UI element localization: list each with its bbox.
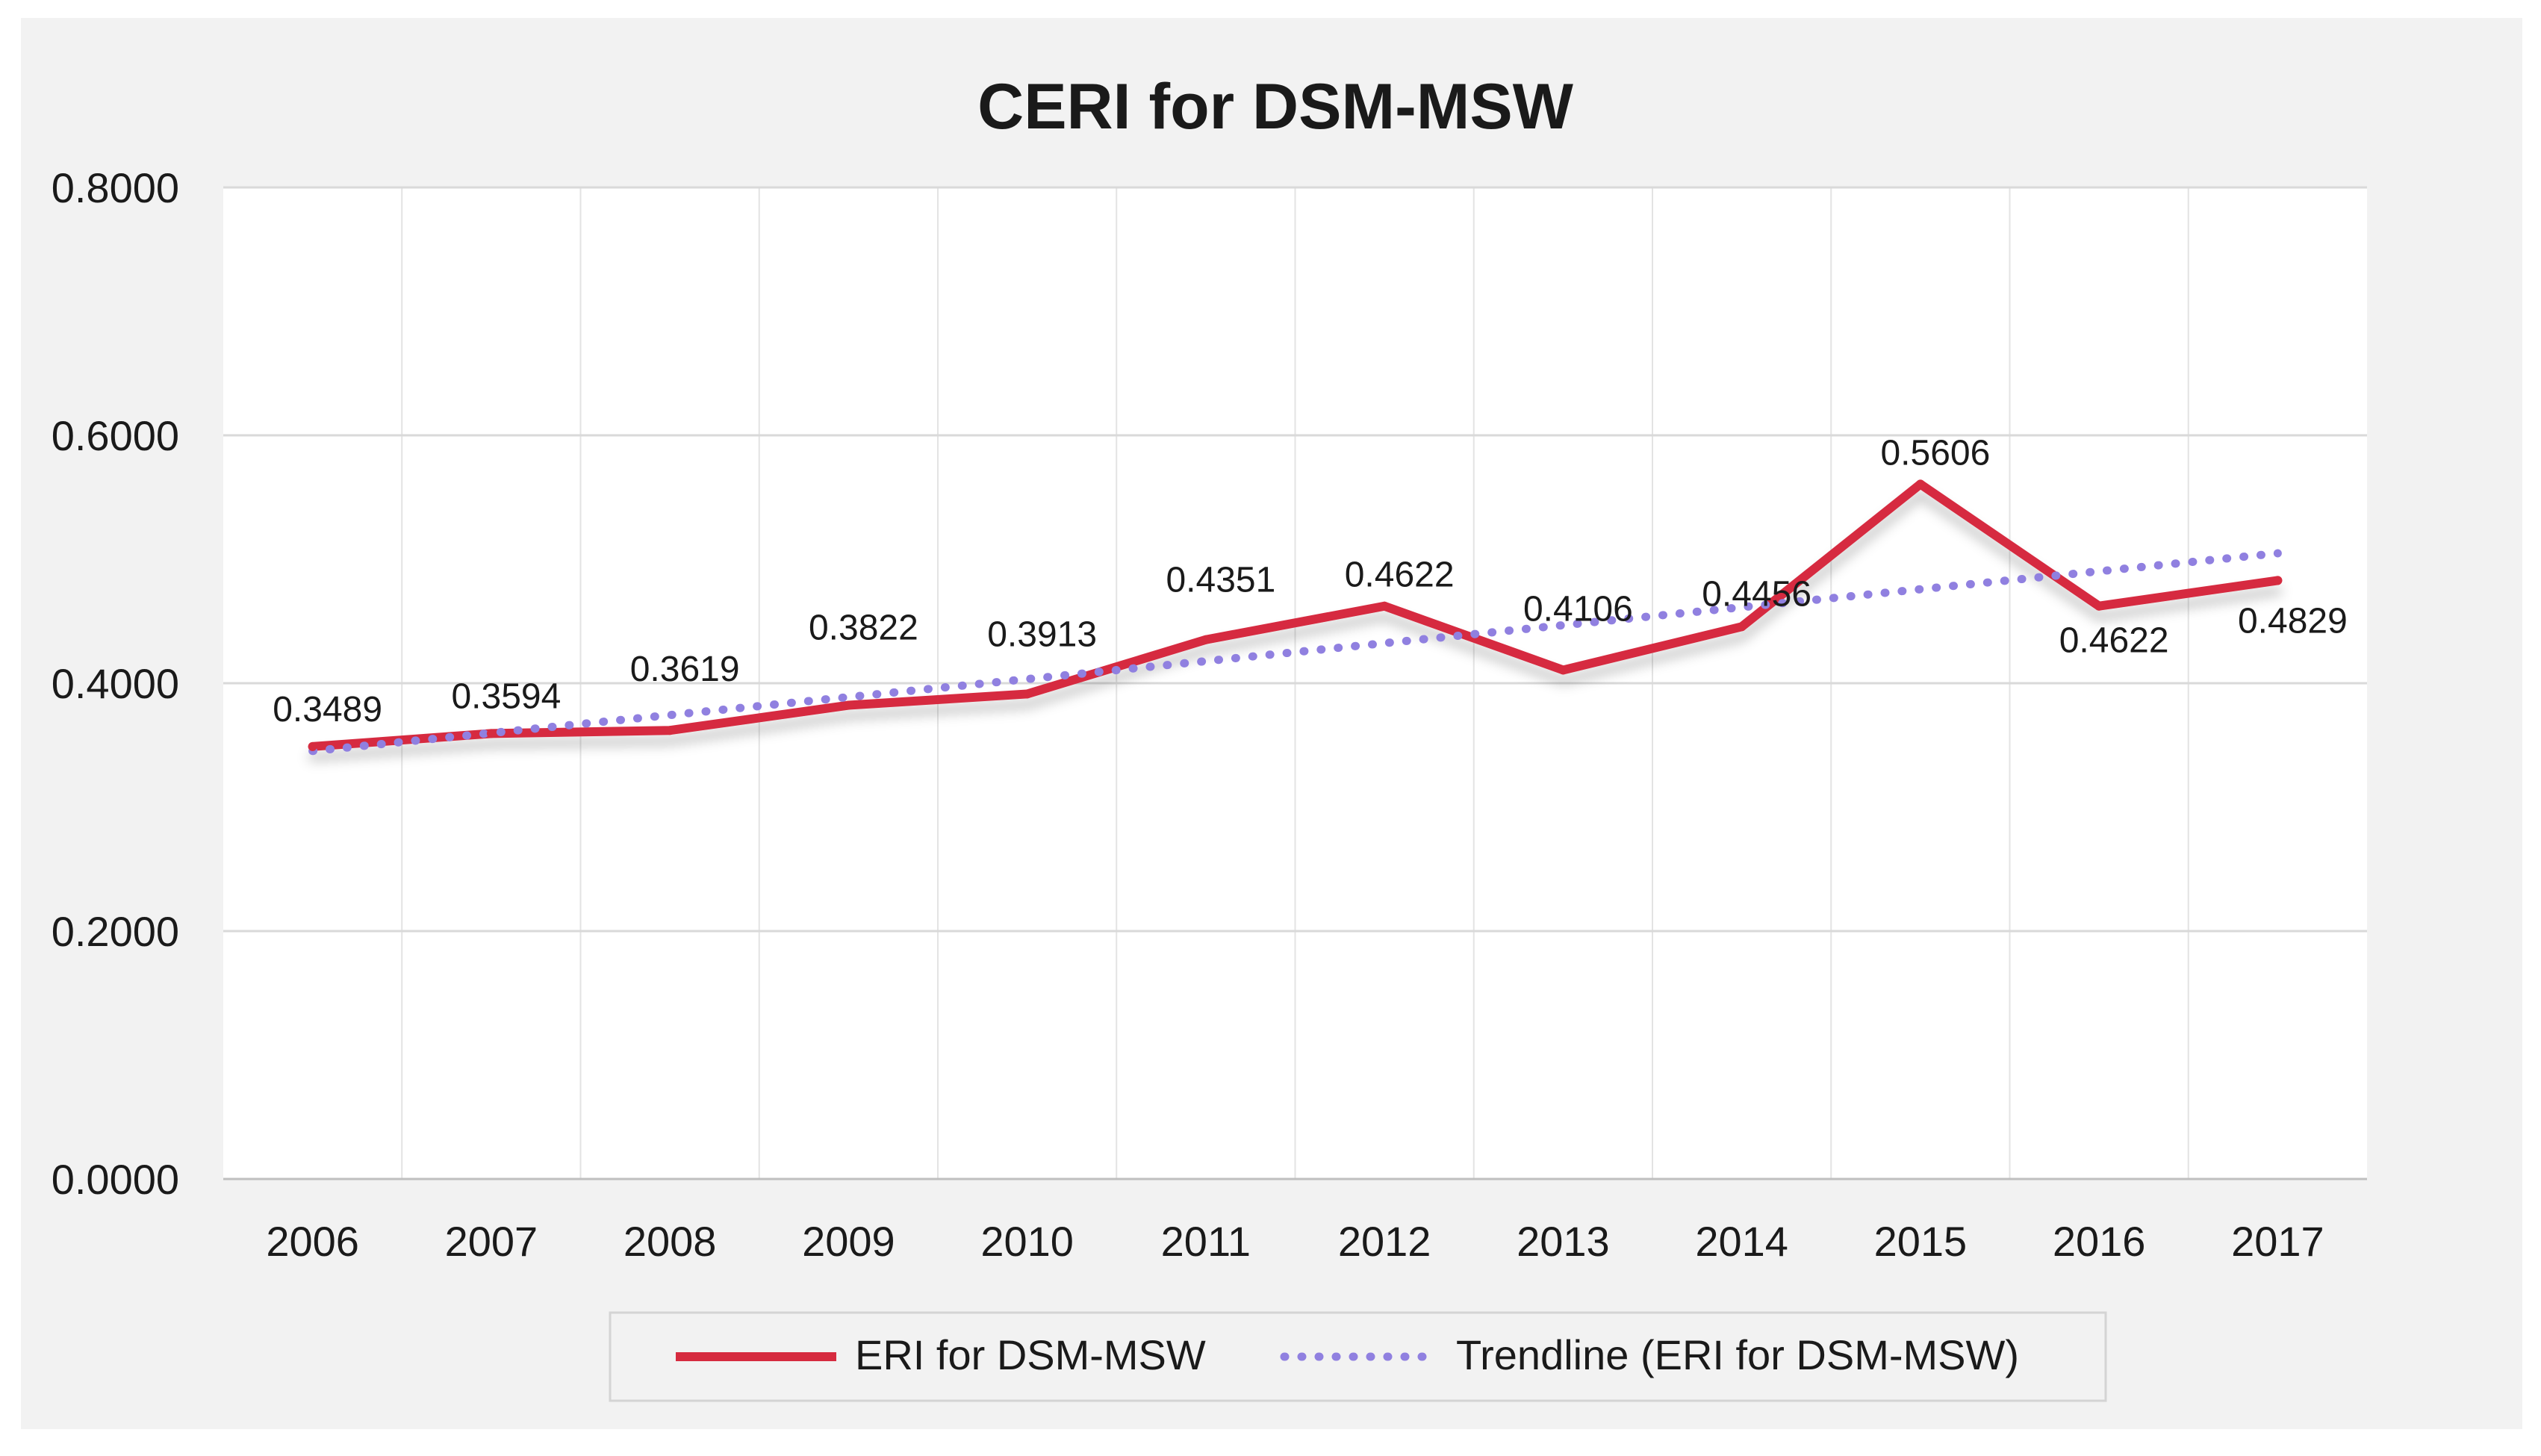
- data-label: 0.4622: [2059, 621, 2169, 661]
- x-tick-label: 2010: [980, 1218, 1074, 1265]
- x-tick-label: 2016: [2053, 1218, 2146, 1265]
- data-point-eri: [665, 726, 675, 735]
- x-tick-label: 2009: [802, 1218, 895, 1265]
- data-label: 0.3913: [987, 615, 1097, 654]
- chart-title: CERI for DSM-MSW: [977, 71, 1574, 143]
- x-tick-label: 2007: [445, 1218, 538, 1265]
- data-point-eri: [308, 741, 317, 751]
- x-tick-label: 2008: [623, 1218, 717, 1265]
- y-tick-label: 0.8000: [52, 164, 179, 211]
- data-point-eri: [1022, 689, 1032, 699]
- legend: ERI for DSM-MSW Trendline (ERI for DSM-M…: [609, 1311, 2107, 1402]
- y-tick-label: 0.6000: [52, 412, 179, 459]
- y-tick-label: 0.4000: [52, 660, 179, 707]
- x-tick-label: 2017: [2231, 1218, 2324, 1265]
- data-label: 0.3822: [809, 609, 918, 648]
- data-label: 0.3489: [273, 690, 382, 729]
- data-point-eri: [1737, 622, 1747, 632]
- x-tick-label: 2011: [1161, 1218, 1251, 1265]
- series-line-eri: [308, 479, 2283, 751]
- data-point-eri: [1380, 601, 1390, 611]
- y-tick-label: 0.0000: [52, 1156, 179, 1203]
- series-layer: [308, 479, 2283, 756]
- data-label: 0.4829: [2238, 601, 2348, 641]
- gridlines: [223, 186, 2367, 1180]
- data-point-eri: [844, 700, 853, 710]
- data-label: 0.3594: [451, 676, 561, 716]
- data-label: 0.4351: [1166, 561, 1275, 600]
- data-labels: 0.3489 0.3594 0.3619 0.3822 0.3913 0.4351 0.46…: [273, 433, 2348, 729]
- data-point-eri: [1201, 635, 1210, 644]
- data-point-eri: [486, 729, 496, 738]
- data-point-eri: [2273, 576, 2283, 585]
- legend-box: [609, 1311, 2107, 1402]
- x-tick-label: 2012: [1338, 1218, 1431, 1265]
- data-point-eri: [1558, 665, 1568, 675]
- legend-label-trendline: Trendline (ERI for DSM-MSW): [1456, 1331, 2019, 1378]
- legend-label-eri: ERI for DSM-MSW: [855, 1331, 1206, 1378]
- x-tick-label: 2013: [1517, 1218, 1610, 1265]
- data-label: 0.4456: [1702, 574, 1811, 614]
- x-tick-label: 2015: [1874, 1218, 1968, 1265]
- data-label: 0.4622: [1345, 556, 1455, 595]
- data-label: 0.4106: [1523, 589, 1633, 629]
- x-tick-label: 2014: [1695, 1218, 1788, 1265]
- x-tick-label: 2006: [266, 1218, 359, 1265]
- data-point-eri: [1915, 479, 1925, 489]
- y-tick-label: 0.2000: [52, 908, 179, 955]
- data-label: 0.3619: [630, 650, 740, 689]
- data-point-eri: [2094, 601, 2104, 611]
- series-line-trendline: [308, 549, 2282, 756]
- data-label: 0.5606: [1880, 433, 1990, 473]
- axes: 0.0000 0.2000 0.4000 0.6000 0.8000 2006 2007 20…: [52, 164, 2324, 1265]
